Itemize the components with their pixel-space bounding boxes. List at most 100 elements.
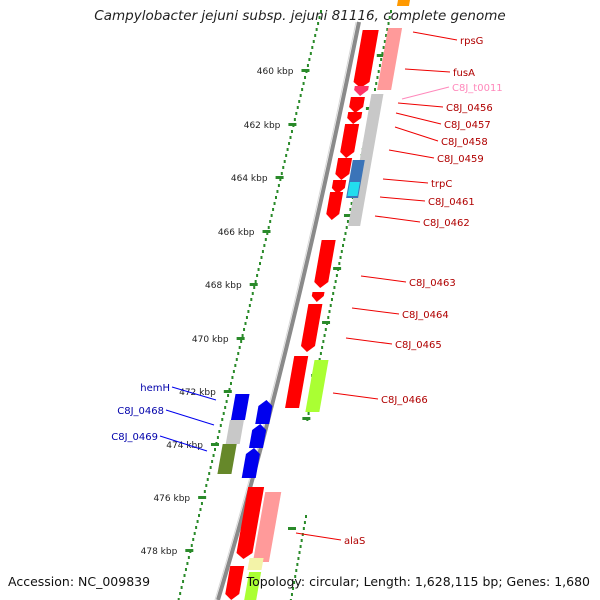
gene-C8J_0456-arrow[interactable] <box>348 97 365 113</box>
tick-dot <box>206 478 209 481</box>
tick-dot <box>345 226 348 229</box>
tick-dot <box>182 580 185 583</box>
tick-dot <box>322 340 325 343</box>
gene-bottom-arrow[interactable] <box>224 566 245 600</box>
tick-dot <box>338 262 341 265</box>
gene-label-C8J_0458[interactable]: C8J_0458 <box>441 137 488 148</box>
tick-dot <box>209 466 212 469</box>
tick-dot <box>274 196 277 199</box>
tick-dot <box>216 436 219 439</box>
tick-dot <box>244 322 247 325</box>
kbp-tick-mark <box>275 176 284 179</box>
gene-C8J_0468-block[interactable] <box>225 420 244 444</box>
gene-label-trpC[interactable]: trpC <box>431 179 452 190</box>
tick-dot <box>340 250 343 253</box>
gene-bottom-lime-block[interactable] <box>244 572 262 600</box>
tick-dot <box>187 556 190 559</box>
gene-label-C8J_0469[interactable]: C8J_0469 <box>111 432 158 443</box>
gene-label-fusA[interactable]: fusA <box>453 68 475 79</box>
gene-alaS-pink-block[interactable] <box>252 492 282 562</box>
gene-orange-block[interactable] <box>396 0 410 6</box>
gene-features[interactable] <box>217 0 410 600</box>
tick-dot <box>282 166 285 169</box>
gene-C8J_0463-arrow[interactable] <box>313 240 336 288</box>
gene-fusA-block[interactable] <box>377 28 403 90</box>
track-tick-mark <box>343 214 352 217</box>
kbp-tick-label: 476 kbp <box>153 494 190 504</box>
tick-dot <box>280 172 283 175</box>
gene-C8J_0457-arrow[interactable] <box>346 112 363 124</box>
tick-dot <box>342 244 345 247</box>
label-leader-lines <box>159 31 458 541</box>
gene-label-C8J_0464[interactable]: C8J_0464 <box>402 310 449 321</box>
gene-blue-arrow-1[interactable] <box>255 400 273 424</box>
tick-dot <box>196 520 199 523</box>
gene-C8J_0465-arrow[interactable] <box>300 304 323 352</box>
gene-blue-arrow-2[interactable] <box>249 424 267 448</box>
tick-dot <box>177 598 180 600</box>
tick-dot <box>382 46 385 49</box>
tick-dot <box>267 226 270 229</box>
tick-dot <box>248 304 251 307</box>
tick-dot <box>288 142 291 145</box>
gene-C8J_0461-arrow[interactable] <box>325 192 344 220</box>
tick-dot <box>221 418 224 421</box>
gene-C8J_0469-block[interactable] <box>217 444 237 474</box>
tick-dot <box>293 581 296 584</box>
gene-blue-arrow-3[interactable] <box>241 448 261 478</box>
gene-label-C8J_0466[interactable]: C8J_0466 <box>381 395 428 406</box>
gene-C8J_0466-block[interactable] <box>285 356 309 408</box>
gene-lime-block[interactable] <box>305 360 329 412</box>
gene-label-C8J_0462[interactable]: C8J_0462 <box>423 218 470 229</box>
gene-label-C8J_0463[interactable]: C8J_0463 <box>409 278 456 289</box>
tick-dot <box>381 52 384 55</box>
leader-line <box>345 337 393 345</box>
gene-C8J_0464-arrow[interactable] <box>311 292 325 302</box>
kbp-tick-label: 468 kbp <box>205 281 242 291</box>
gene-C8J_0458-arrow[interactable] <box>339 124 360 158</box>
tick-dot <box>318 16 321 19</box>
tick-dot <box>279 178 282 181</box>
gene-label-hemH[interactable]: hemH <box>140 383 170 394</box>
tick-dot <box>219 424 222 427</box>
tick-dot <box>315 28 318 31</box>
gene-label-rpsG[interactable]: rpsG <box>460 36 483 47</box>
tick-dot <box>237 352 240 355</box>
kbp-tick-mark <box>288 123 297 126</box>
kbp-tick-mark <box>236 337 245 340</box>
gene-labels[interactable]: rpsG fusA C8J_t0011 C8J_0456 C8J_0457 C8J_045… <box>111 36 502 547</box>
gene-label-C8J_t0011[interactable]: C8J_t0011 <box>452 83 503 94</box>
gene-label-C8J_0456[interactable]: C8J_0456 <box>446 103 493 114</box>
gene-trna-arrow[interactable] <box>353 86 369 96</box>
gene-label-C8J_0461[interactable]: C8J_0461 <box>428 197 475 208</box>
tick-dot <box>307 412 310 415</box>
gene-label-C8J_0459[interactable]: C8J_0459 <box>437 154 484 165</box>
kbp-major-ticks: 460 kbp 462 kbp 464 kbp 466 kbp 468 kbp 470 k… <box>141 54 385 557</box>
tick-dot <box>261 250 264 253</box>
gene-cyan-block[interactable] <box>347 182 360 196</box>
gene-label-C8J_0465[interactable]: C8J_0465 <box>395 340 442 351</box>
gene-C8J_0459-arrow[interactable] <box>334 158 353 180</box>
tick-dot <box>212 454 215 457</box>
tick-dot <box>218 430 221 433</box>
tick-dot <box>387 22 390 25</box>
tick-dot <box>253 286 256 289</box>
tick-dot <box>343 238 346 241</box>
tick-dot <box>301 88 304 91</box>
leader-line <box>332 392 379 400</box>
gene-cream-block[interactable] <box>247 558 264 570</box>
gene-alaS-arrow[interactable] <box>235 487 265 559</box>
gene-hemH-block[interactable] <box>230 394 250 420</box>
gene-label-C8J_0468[interactable]: C8J_0468 <box>117 406 164 417</box>
tick-dot <box>300 539 303 542</box>
leader-line <box>412 31 458 41</box>
kbp-tick-mark <box>223 390 232 393</box>
gene-trpC-arrow[interactable] <box>331 180 347 194</box>
gene-rpsG-arrow[interactable] <box>352 30 379 88</box>
tick-dot <box>294 575 297 578</box>
gene-label-C8J_0457[interactable]: C8J_0457 <box>444 120 491 131</box>
kbp-tick-mark <box>198 496 207 499</box>
gene-label-alaS[interactable]: alaS <box>344 536 365 547</box>
kbp-tick-label: 472 kbp <box>179 388 216 398</box>
